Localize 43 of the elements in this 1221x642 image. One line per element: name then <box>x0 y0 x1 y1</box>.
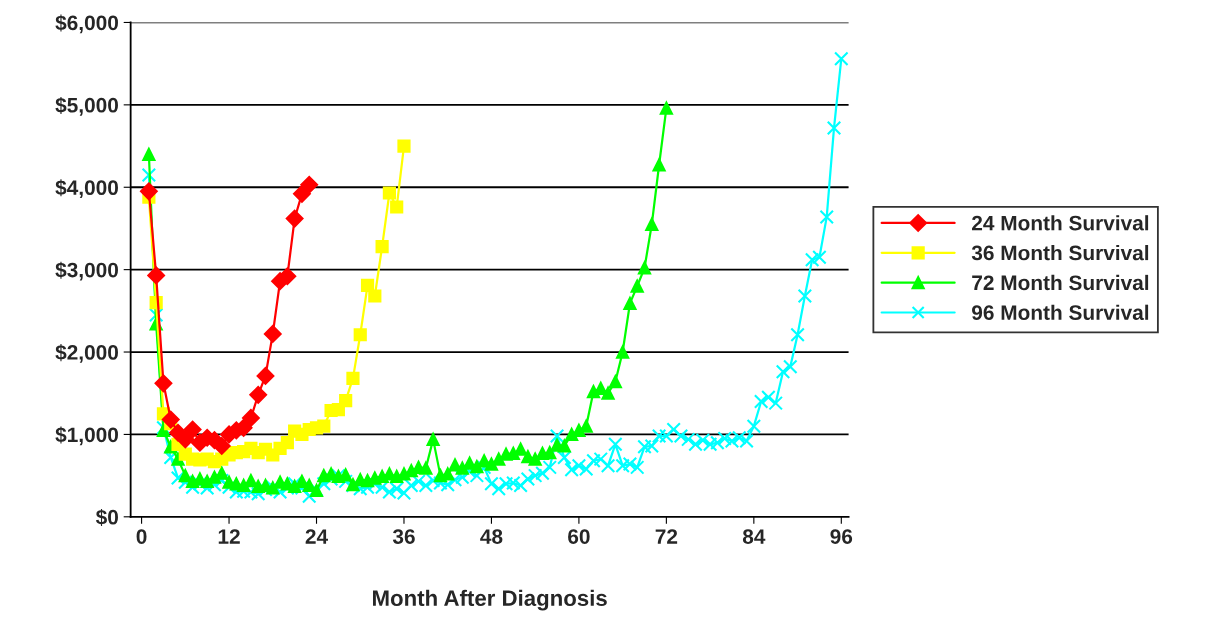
point <box>368 289 382 303</box>
x-tick-label: 24 <box>305 529 328 544</box>
point <box>285 209 304 228</box>
point <box>249 385 268 404</box>
point <box>280 436 294 450</box>
y-tick-label: $6,000 <box>55 14 118 34</box>
point <box>147 266 166 285</box>
x-tick-label: 12 <box>218 529 240 544</box>
x-tick-label: 84 <box>742 529 766 544</box>
point <box>339 394 353 408</box>
y-tick-label: $0 <box>95 508 118 526</box>
x-tick-label: 48 <box>480 529 503 544</box>
y-tick-label: $1,000 <box>55 426 118 446</box>
legend-label: 96 Month Survival <box>972 304 1149 320</box>
x-tick-label: 0 <box>136 529 147 544</box>
x-axis-title: Month After Diagnosis <box>373 589 607 611</box>
point <box>183 420 202 439</box>
legend-label: 24 Month Survival <box>972 215 1149 231</box>
y-tick-label: $4,000 <box>55 179 118 199</box>
x-tick-label: 72 <box>655 529 678 544</box>
point <box>382 186 396 200</box>
point <box>375 239 389 254</box>
point <box>154 374 173 393</box>
point <box>263 325 282 343</box>
point <box>353 328 367 342</box>
x-tick-label: 96 <box>830 529 853 544</box>
point <box>242 409 260 427</box>
legend-label: 36 Month Survival <box>971 245 1149 261</box>
point <box>256 367 275 385</box>
y-tick-label: $3,000 <box>55 261 118 281</box>
point <box>317 419 331 433</box>
y-tick-label: $5,000 <box>55 96 118 116</box>
x-tick-label: 36 <box>392 529 415 544</box>
point <box>397 139 411 153</box>
point <box>300 175 319 194</box>
point <box>390 200 404 214</box>
x-tick-label: 60 <box>568 529 590 544</box>
legend-label: 72 Month Survival <box>972 274 1149 291</box>
point <box>293 184 311 203</box>
y-tick-label: $2,000 <box>55 344 118 363</box>
point <box>161 410 180 429</box>
point <box>139 182 158 201</box>
point <box>346 371 360 385</box>
